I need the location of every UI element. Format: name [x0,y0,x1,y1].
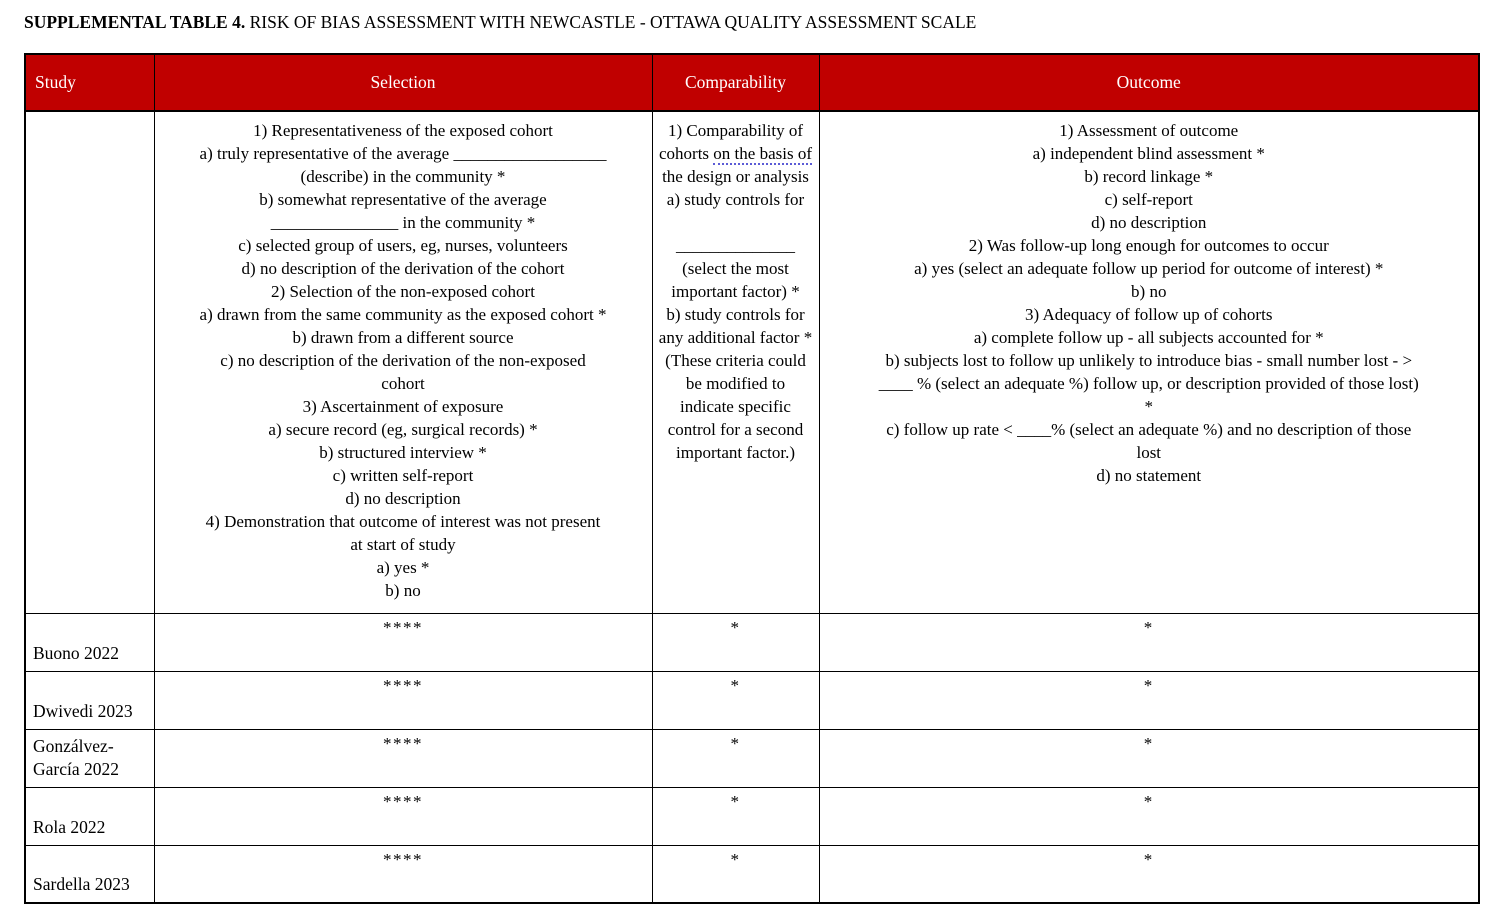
study-name-cell: Sardella 2023 [24,844,155,904]
column-header-comparability: Comparability [651,53,820,112]
column-header-outcome: Outcome [818,53,1480,112]
criteria-comparability-underlined-phrase: on the basis of [713,144,812,165]
outcome-score-cell: * [818,844,1480,904]
criteria-selection-cell: 1) Representativeness of the exposed coh… [153,110,653,614]
table-row: Rola 2022 **** * * [24,786,1480,846]
study-name-cell: Gonzálvez-García 2022 [24,728,155,788]
table-row: Buono 2022 **** * * [24,612,1480,672]
criteria-outcome-cell: 1) Assessment of outcome a) independent … [818,110,1480,614]
study-name-cell: Buono 2022 [24,612,155,672]
table-row: Sardella 2023 **** * * [24,844,1480,904]
outcome-score-cell: * [818,786,1480,846]
header-row: Study Selection Comparability Outcome [24,53,1480,112]
outcome-score-cell: * [818,728,1480,788]
criteria-study-empty-cell [24,110,155,614]
comparability-score-cell: * [651,728,820,788]
table-row: Gonzálvez-García 2022 **** * * [24,728,1480,788]
criteria-comparability-cell: 1) Comparability of cohorts on the basis… [651,110,820,614]
criteria-row: 1) Representativeness of the exposed coh… [24,110,1480,614]
criteria-comparability-pre: 1) Comparability of cohorts [659,121,808,163]
selection-score-cell: **** [153,728,653,788]
study-name-cell: Rola 2022 [24,786,155,846]
column-header-selection: Selection [153,53,653,112]
page-title: SUPPLEMENTAL TABLE 4. RISK OF BIAS ASSES… [24,10,1482,34]
table-number-label: SUPPLEMENTAL TABLE 4. [24,12,246,32]
comparability-score-cell: * [651,612,820,672]
risk-of-bias-table: Study Selection Comparability Outcome 1)… [24,53,1480,904]
table-row: Dwivedi 2023 **** * * [24,670,1480,730]
comparability-score-cell: * [651,786,820,846]
selection-score-cell: **** [153,612,653,672]
outcome-score-cell: * [818,670,1480,730]
criteria-comparability-post: the design or analysis a) study controls… [658,167,813,462]
table-title-text: RISK OF BIAS ASSESSMENT WITH NEWCASTLE -… [245,12,977,32]
study-name-cell: Dwivedi 2023 [24,670,155,730]
selection-score-cell: **** [153,670,653,730]
selection-score-cell: **** [153,786,653,846]
comparability-score-cell: * [651,670,820,730]
outcome-score-cell: * [818,612,1480,672]
table-header: Study Selection Comparability Outcome [24,53,1480,112]
column-header-study: Study [24,53,155,112]
comparability-score-cell: * [651,844,820,904]
selection-score-cell: **** [153,844,653,904]
